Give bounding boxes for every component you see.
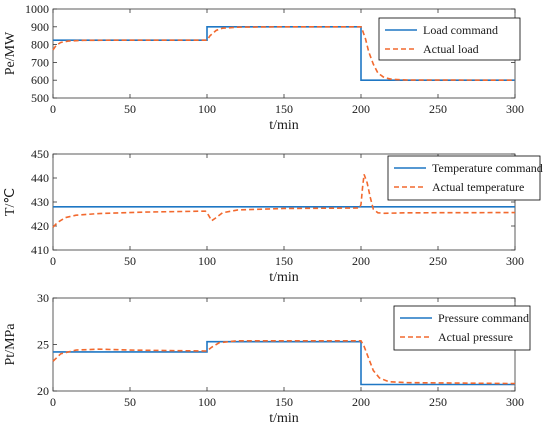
x-tick-label: 50 (124, 395, 136, 409)
y-tick-label: 500 (31, 91, 49, 105)
x-tick-label: 50 (124, 102, 136, 116)
series-line-actual (52, 25, 516, 81)
y-tick-label: 450 (31, 147, 49, 161)
y-tick-label: 20 (37, 384, 49, 398)
y-tick-label: 800 (31, 38, 49, 52)
x-tick-label: 200 (352, 395, 370, 409)
legend: Load command Actual load (378, 17, 521, 61)
legend-entry-label: Actual pressure (438, 330, 513, 344)
x-tick-label: 150 (275, 254, 293, 268)
legend-entry-label: Actual temperature (432, 180, 524, 194)
x-axis-label: t/min (269, 118, 299, 133)
y-tick-label: 900 (31, 20, 49, 34)
chart-panel-2: 0 50 100 150 200 250 300 410 420 430 440 450 t/min T/… (3, 147, 543, 285)
x-tick-label: 300 (506, 254, 524, 268)
x-axis-label: t/min (269, 270, 299, 285)
legend: Temperature command Actual temperature (387, 155, 543, 201)
y-tick-label: 1000 (25, 2, 49, 16)
x-tick-label: 150 (275, 395, 293, 409)
y-tick-label: 410 (31, 243, 49, 257)
chart-panel-1: 0 50 100 150 200 250 300 500 600 700 800 900 1000 t/m… (3, 2, 524, 133)
legend-entry-label: Actual load (423, 42, 479, 56)
x-tick-label: 200 (352, 102, 370, 116)
x-tick-label: 150 (275, 102, 293, 116)
x-tick-label: 50 (124, 254, 136, 268)
x-tick-label: 100 (198, 254, 216, 268)
series-line-command (53, 340, 515, 386)
y-tick-label: 30 (37, 291, 49, 305)
y-tick-label: 430 (31, 195, 49, 209)
x-tick-label: 250 (429, 254, 447, 268)
chart-panel-3: 0 50 100 150 200 250 300 20 25 30 t/min Pt/MPa Press… (3, 291, 531, 426)
y-axis-label: T/℃ (3, 188, 18, 216)
legend-box (387, 155, 541, 201)
legend-entry-label: Load command (423, 23, 498, 37)
x-tick-label: 100 (198, 395, 216, 409)
legend-box (393, 305, 531, 351)
legend-entry-label: Pressure command (438, 311, 529, 325)
y-axis-label: Pe/MW (3, 31, 18, 75)
x-tick-label: 0 (50, 254, 56, 268)
y-tick-label: 700 (31, 55, 49, 69)
x-tick-label: 0 (50, 102, 56, 116)
legend-box (378, 17, 521, 61)
x-tick-label: 300 (506, 102, 524, 116)
x-tick-label: 200 (352, 254, 370, 268)
y-tick-label: 600 (31, 73, 49, 87)
y-tick-label: 440 (31, 171, 49, 185)
y-axis-label: Pt/MPa (3, 323, 18, 366)
x-tick-label: 250 (429, 395, 447, 409)
x-axis-label: t/min (269, 411, 299, 426)
x-tick-label: 300 (506, 395, 524, 409)
y-tick-label: 420 (31, 219, 49, 233)
x-tick-label: 250 (429, 102, 447, 116)
x-tick-label: 100 (198, 102, 216, 116)
legend-entry-label: Temperature command (432, 161, 543, 175)
legend: Pressure command Actual pressure (393, 305, 531, 351)
x-tick-label: 0 (50, 395, 56, 409)
y-tick-label: 25 (37, 338, 49, 352)
series-line-actual (52, 339, 516, 385)
series-line-actual (52, 174, 516, 228)
